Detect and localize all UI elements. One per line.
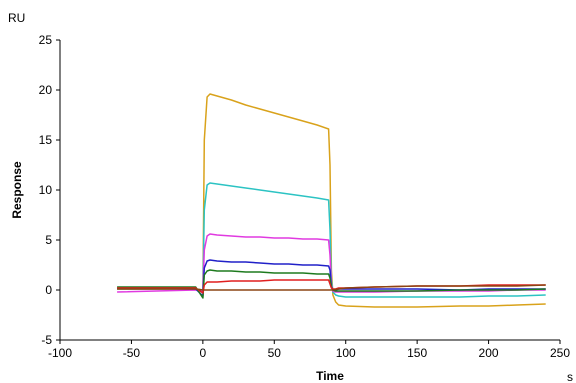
- y-tick-label: 10: [39, 183, 53, 197]
- y-tick-label: 15: [39, 133, 53, 147]
- series-line-7: [117, 284, 546, 291]
- x-unit-label: s: [567, 370, 573, 383]
- x-tick-label: 0: [200, 346, 207, 360]
- x-tick-label: -100: [48, 346, 72, 360]
- y-tick-label: 5: [45, 233, 52, 247]
- y-tick-label: 0: [45, 283, 52, 297]
- x-tick-label: 150: [407, 346, 427, 360]
- y-axis-title: Response: [10, 161, 24, 219]
- y-unit-label: RU: [8, 11, 25, 25]
- y-tick-label: -5: [41, 333, 52, 347]
- series-line-1: [117, 93, 546, 308]
- series-line-4: [117, 259, 546, 297]
- x-axis-title: Time: [316, 369, 344, 383]
- x-tick-label: 200: [479, 346, 499, 360]
- x-tick-label: 250: [550, 346, 570, 360]
- y-tick-label: 25: [39, 33, 53, 47]
- x-tick-label: -50: [123, 346, 141, 360]
- x-tick-label: 50: [268, 346, 282, 360]
- series-group: [117, 93, 546, 308]
- series-line-2: [117, 182, 546, 298]
- y-tick-label: 20: [39, 83, 53, 97]
- x-tick-label: 100: [336, 346, 356, 360]
- series-line-5: [117, 269, 546, 299]
- axes: [56, 39, 561, 344]
